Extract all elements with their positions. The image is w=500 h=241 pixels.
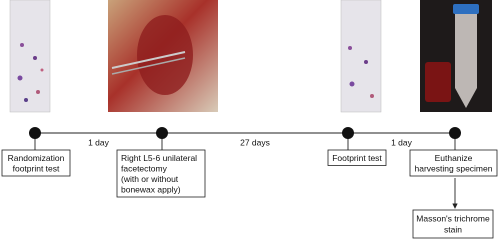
- followup-box: [412, 209, 494, 239]
- interval-label: 1 day: [391, 137, 413, 147]
- footprint-photo: [340, 0, 382, 113]
- event-text: Euthanize: [435, 153, 473, 163]
- event-text: footprint test: [13, 163, 60, 173]
- followup-text: Masson's trichrome: [416, 213, 490, 223]
- interval-label: 1 day: [88, 137, 110, 147]
- timeline-dot: [156, 127, 168, 139]
- event-text: Right L5-6 unilateral: [121, 153, 197, 163]
- followup-text: stain: [444, 224, 462, 234]
- event-box: [327, 149, 387, 166]
- timeline-dot: [29, 127, 41, 139]
- event-box: [409, 149, 498, 177]
- timeline-dot: [342, 127, 354, 139]
- event-box: [116, 149, 206, 198]
- specimen-photo: [420, 0, 492, 112]
- event-text: (with or without: [121, 174, 179, 184]
- footprint-photo: [9, 0, 51, 113]
- timeline-dot: [449, 127, 461, 139]
- event-text: Footprint test: [332, 153, 382, 163]
- event-text: bonewax apply): [121, 184, 181, 194]
- surgery-photo: [108, 0, 218, 112]
- event-text: harvesting specimen: [415, 163, 493, 173]
- interval-label: 27 days: [240, 137, 270, 147]
- event-text: facetectomy: [121, 163, 168, 173]
- event-box: [1, 149, 71, 177]
- event-text: Randomization: [8, 153, 65, 163]
